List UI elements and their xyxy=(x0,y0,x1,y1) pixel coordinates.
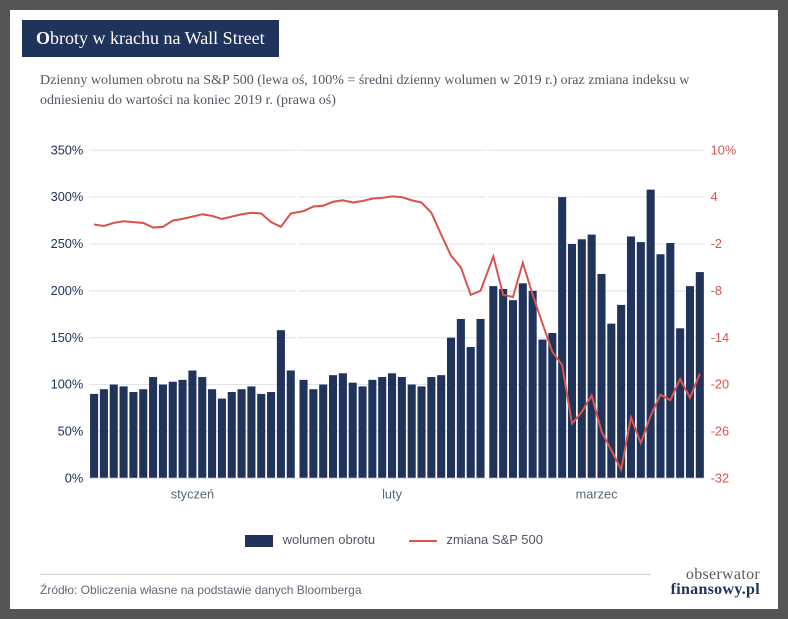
x-month-label: styczeń xyxy=(171,487,214,502)
bar xyxy=(647,190,655,479)
bar xyxy=(90,394,98,478)
x-month-label: luty xyxy=(382,487,402,502)
bar xyxy=(208,389,216,478)
bar xyxy=(339,373,347,478)
bar xyxy=(538,340,546,479)
bar xyxy=(247,386,255,478)
bar xyxy=(509,300,517,478)
bar xyxy=(437,375,445,478)
bar xyxy=(499,289,507,478)
bar xyxy=(398,377,406,478)
svg-text:50%: 50% xyxy=(58,423,84,438)
svg-text:-14: -14 xyxy=(711,330,729,345)
bar xyxy=(489,286,497,478)
svg-text:-32: -32 xyxy=(711,470,729,485)
bar xyxy=(238,389,246,478)
title-rest: broty w krachu na Wall Street xyxy=(50,28,265,48)
svg-text:-26: -26 xyxy=(711,423,729,438)
bar xyxy=(329,375,337,478)
bar xyxy=(388,373,396,478)
bar xyxy=(477,319,485,478)
legend: wolumen obrotu zmiana S&P 500 xyxy=(10,532,778,547)
logo-line2: finansowy.pl xyxy=(671,582,760,597)
legend-line-swatch xyxy=(409,540,437,542)
svg-text:200%: 200% xyxy=(51,283,84,298)
bar xyxy=(519,283,527,478)
bar xyxy=(287,370,295,478)
bar xyxy=(309,389,317,478)
bar xyxy=(349,383,357,479)
bar xyxy=(558,197,566,478)
svg-text:350%: 350% xyxy=(51,142,84,157)
bar xyxy=(188,370,196,478)
page: Obroty w krachu na Wall Street Dzienny w… xyxy=(10,10,778,609)
bar xyxy=(627,236,635,478)
footer-row: Źródło: Obliczenia własne na podstawie d… xyxy=(40,567,760,597)
logo: obserwator finansowy.pl xyxy=(671,567,760,597)
bar xyxy=(120,386,128,478)
bar xyxy=(418,386,426,478)
x-month-label: marzec xyxy=(576,487,618,502)
bar xyxy=(169,382,177,479)
bar xyxy=(179,380,187,478)
logo-line1: obserwator xyxy=(671,567,760,582)
bar xyxy=(656,254,664,478)
bar xyxy=(686,286,694,478)
bar xyxy=(319,385,327,479)
svg-text:-20: -20 xyxy=(711,376,729,391)
bar xyxy=(597,274,605,478)
bar xyxy=(257,394,265,478)
legend-bar-label: wolumen obrotu xyxy=(283,532,376,547)
bar xyxy=(277,330,285,478)
title-first-letter: O xyxy=(36,28,50,48)
chart-subtitle: Dzienny wolumen obrotu na S&P 500 (lewa … xyxy=(40,71,748,110)
svg-text:-8: -8 xyxy=(711,283,722,298)
bar xyxy=(457,319,465,478)
bar xyxy=(666,243,674,478)
bar xyxy=(228,392,236,478)
bar xyxy=(100,389,108,478)
bar xyxy=(359,386,367,478)
svg-text:300%: 300% xyxy=(51,189,84,204)
bar xyxy=(267,392,275,478)
bar xyxy=(149,377,157,478)
bar xyxy=(588,235,596,479)
legend-line-label: zmiana S&P 500 xyxy=(446,532,543,547)
bar xyxy=(408,385,416,479)
bar xyxy=(300,380,308,478)
bar xyxy=(139,389,147,478)
source-text: Źródło: Obliczenia własne na podstawie d… xyxy=(40,574,651,597)
chart-title: Obroty w krachu na Wall Street xyxy=(22,20,279,57)
bar xyxy=(198,377,206,478)
legend-bar-swatch xyxy=(245,535,273,547)
svg-text:-2: -2 xyxy=(711,236,722,251)
svg-text:150%: 150% xyxy=(51,330,84,345)
bar xyxy=(529,291,537,478)
bar xyxy=(427,377,435,478)
bar xyxy=(676,328,684,478)
bar xyxy=(568,244,576,478)
svg-text:4: 4 xyxy=(711,189,718,204)
bar xyxy=(447,338,455,479)
bar xyxy=(467,347,475,478)
bar xyxy=(368,380,376,478)
chart-svg: 0% 50% 100% 150% 200% 250% 300% 350% -32 -26 -20 -1… xyxy=(40,140,748,509)
svg-text:100%: 100% xyxy=(51,376,84,391)
bar xyxy=(110,385,118,479)
chart-area: 0% 50% 100% 150% 200% 250% 300% 350% -32 -26 -20 -1… xyxy=(40,140,748,509)
svg-text:0%: 0% xyxy=(65,470,84,485)
bar xyxy=(218,399,226,479)
bar xyxy=(129,392,137,478)
svg-text:250%: 250% xyxy=(51,236,84,251)
outer-frame: Obroty w krachu na Wall Street Dzienny w… xyxy=(0,0,788,619)
bar xyxy=(378,377,386,478)
bar xyxy=(578,239,586,478)
svg-text:10%: 10% xyxy=(711,142,737,157)
bar xyxy=(159,385,167,479)
